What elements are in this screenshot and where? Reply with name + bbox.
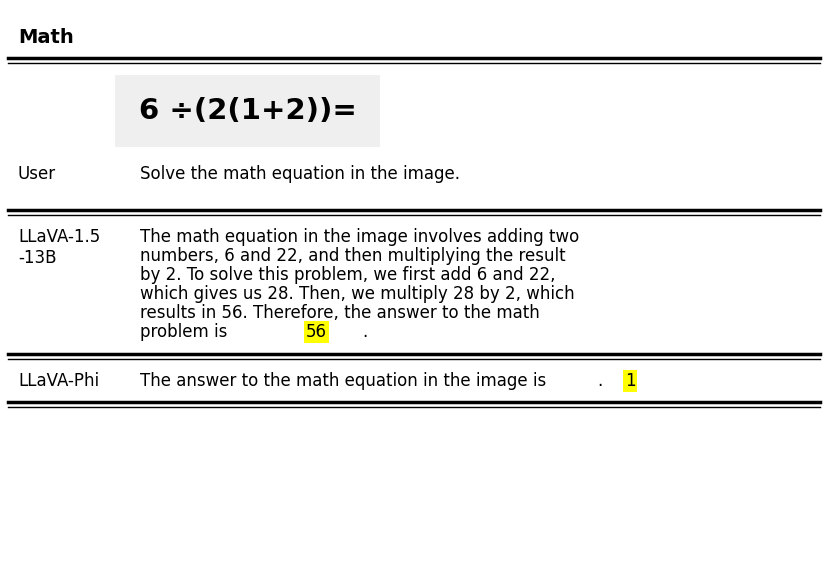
Bar (115, 75, 380, 147)
Text: .: . (361, 323, 367, 341)
Text: The math equation in the image involves adding two: The math equation in the image involves … (140, 228, 579, 246)
Text: User: User (18, 165, 56, 183)
Text: Math: Math (18, 28, 74, 47)
Text: Solve the math equation in the image.: Solve the math equation in the image. (140, 165, 460, 183)
Text: by 2. To solve this problem, we first add 6 and 22,: by 2. To solve this problem, we first ad… (140, 266, 555, 284)
Text: 6 ÷(2(1+2))=: 6 ÷(2(1+2))= (138, 97, 356, 125)
Text: LLaVA-Phi: LLaVA-Phi (18, 372, 99, 390)
Text: 56: 56 (306, 323, 327, 341)
Text: problem is: problem is (140, 323, 232, 341)
Text: LLaVA-1.5
-13B: LLaVA-1.5 -13B (18, 228, 100, 267)
Text: results in 56. Therefore, the answer to the math: results in 56. Therefore, the answer to … (140, 304, 539, 322)
Text: 1: 1 (624, 372, 635, 390)
Text: The answer to the math equation in the image is: The answer to the math equation in the i… (140, 372, 551, 390)
Text: which gives us 28. Then, we multiply 28 by 2, which: which gives us 28. Then, we multiply 28 … (140, 285, 574, 303)
Text: .: . (596, 372, 602, 390)
Text: numbers, 6 and 22, and then multiplying the result: numbers, 6 and 22, and then multiplying … (140, 247, 565, 265)
